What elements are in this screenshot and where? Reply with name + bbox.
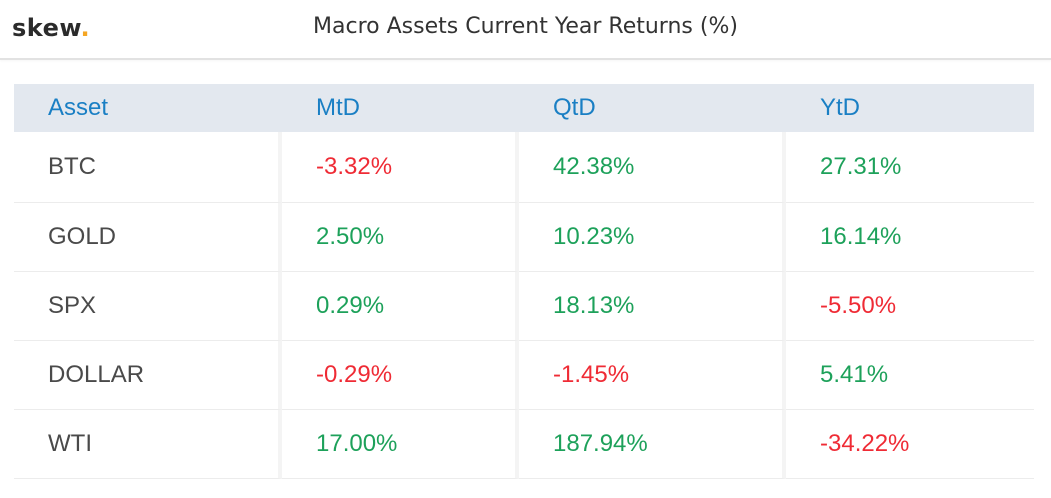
table-row: GOLD 2.50% 10.23% 16.14% <box>14 203 1034 272</box>
table-row: DOLLAR -0.29% -1.45% 5.41% <box>14 341 1034 410</box>
mtd-cell: 0.29% <box>282 272 519 341</box>
asset-cell: GOLD <box>14 203 282 272</box>
logo-dot: . <box>80 14 91 42</box>
ytd-cell: 5.41% <box>786 341 1034 410</box>
page-title: Macro Assets Current Year Returns (%) <box>313 14 738 39</box>
mtd-cell: -3.32% <box>282 132 519 203</box>
asset-cell: WTI <box>14 410 282 479</box>
qtd-cell: -1.45% <box>519 341 786 410</box>
table-row: SPX 0.29% 18.13% -5.50% <box>14 272 1034 341</box>
mtd-cell: 2.50% <box>282 203 519 272</box>
ytd-cell: 27.31% <box>786 132 1034 203</box>
qtd-cell: 187.94% <box>519 410 786 479</box>
ytd-cell: -5.50% <box>786 272 1034 341</box>
column-header-mtd[interactable]: MtD <box>282 84 519 132</box>
header-bar: skew. Macro Assets Current Year Returns … <box>0 0 1051 60</box>
asset-cell: SPX <box>14 272 282 341</box>
logo-text: skew <box>12 14 81 42</box>
asset-cell: DOLLAR <box>14 341 282 410</box>
column-header-asset[interactable]: Asset <box>14 84 282 132</box>
table-header-row: Asset MtD QtD YtD <box>14 84 1034 132</box>
qtd-cell: 10.23% <box>519 203 786 272</box>
ytd-cell: -34.22% <box>786 410 1034 479</box>
qtd-cell: 42.38% <box>519 132 786 203</box>
table-row: WTI 17.00% 187.94% -34.22% <box>14 410 1034 479</box>
column-header-ytd[interactable]: YtD <box>786 84 1034 132</box>
column-header-qtd[interactable]: QtD <box>519 84 786 132</box>
qtd-cell: 18.13% <box>519 272 786 341</box>
skew-logo[interactable]: skew. <box>12 14 90 42</box>
mtd-cell: 17.00% <box>282 410 519 479</box>
returns-table-container: Asset MtD QtD YtD BTC -3.32% 42.38% 27.31% G… <box>14 84 1034 479</box>
ytd-cell: 16.14% <box>786 203 1034 272</box>
returns-table: Asset MtD QtD YtD BTC -3.32% 42.38% 27.31% G… <box>14 84 1034 479</box>
mtd-cell: -0.29% <box>282 341 519 410</box>
table-row: BTC -3.32% 42.38% 27.31% <box>14 132 1034 203</box>
asset-cell: BTC <box>14 132 282 203</box>
